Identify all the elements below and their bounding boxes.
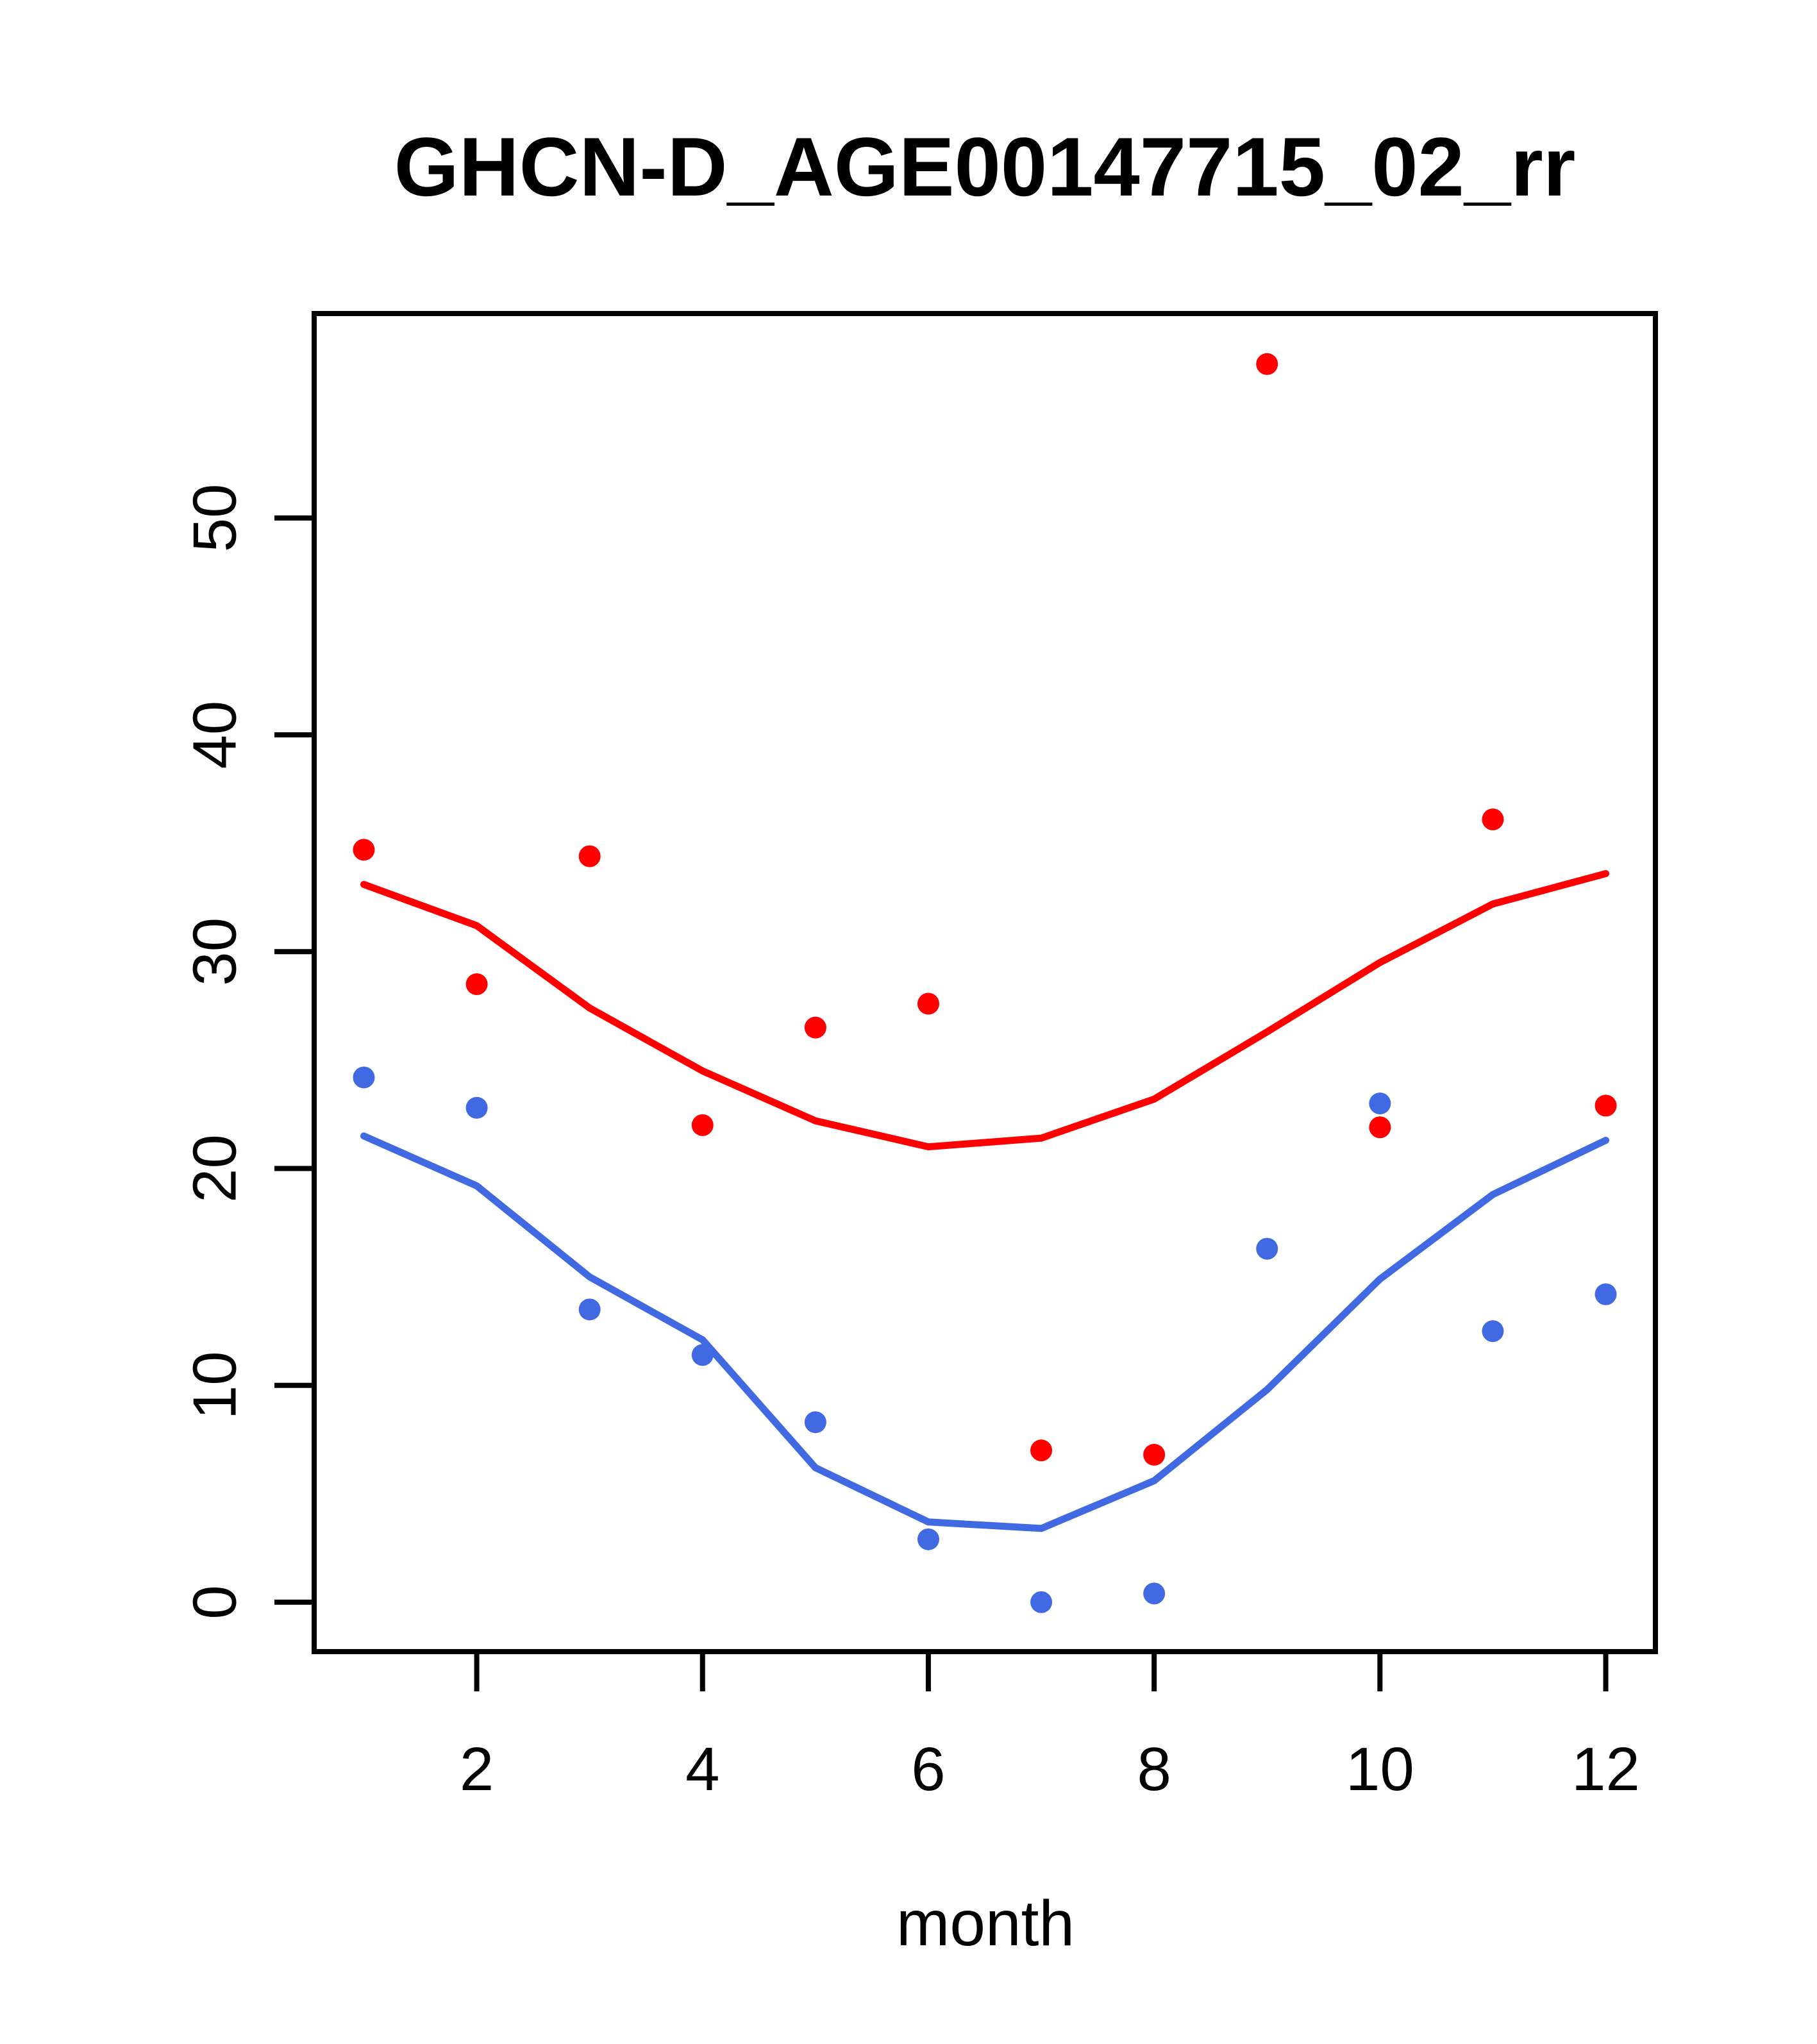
red-point-m9 [1256,353,1278,375]
x-axis: 2 4 6 8 10 12 [460,1652,1640,1804]
blue-point-m6 [917,1528,939,1550]
red-point-m8 [1143,1443,1166,1466]
blue-smooth-line [360,1132,1610,1532]
red-point-m7 [1030,1439,1053,1462]
red-point-m3 [578,845,601,867]
red-point-m11 [1482,808,1504,831]
blue-point-m3 [578,1298,601,1321]
blue-point-m8 [1143,1582,1166,1605]
blue-point-m10 [1369,1093,1391,1115]
y-tick-label-20: 20 [181,1134,249,1203]
data-points-layer [353,353,1617,1613]
blue-point-m12 [1595,1283,1617,1305]
plot-box [312,311,1658,1654]
red-point-m6 [917,993,939,1015]
y-tick-label-30: 30 [181,917,249,986]
blue-point-m7 [1030,1591,1053,1613]
x-tick-label-12: 12 [1571,1735,1640,1804]
x-tick-label-10: 10 [1346,1735,1414,1804]
y-axis: 0 10 20 30 40 50 [181,484,314,1620]
x-axis-title: month [896,1888,1075,1959]
red-point-m12 [1595,1094,1617,1117]
smooth-lines-layer [360,870,1610,1532]
blue-point-m2 [465,1096,488,1119]
y-tick-label-10: 10 [181,1351,249,1420]
blue-point-m1 [353,1066,375,1089]
red-smooth-line [360,870,1610,1151]
red-point-m10 [1369,1116,1391,1139]
x-tick-label-6: 6 [911,1735,945,1804]
blue-point-m11 [1482,1320,1504,1343]
y-tick-label-40: 40 [181,701,249,769]
blue-point-m4 [691,1344,714,1366]
x-tick-label-4: 4 [685,1735,719,1804]
blue-point-m9 [1256,1237,1278,1260]
blue-point-m5 [804,1411,826,1434]
x-tick-label-8: 8 [1137,1735,1171,1804]
red-point-m5 [804,1016,826,1039]
red-point-m4 [691,1114,714,1136]
chart-title: GHCN-D_AGE00147715_02_rr [394,120,1576,214]
y-tick-label-0: 0 [181,1585,249,1619]
red-point-m1 [353,839,375,861]
y-tick-label-50: 50 [181,484,249,553]
red-point-m2 [465,973,488,996]
x-tick-label-2: 2 [460,1735,494,1804]
